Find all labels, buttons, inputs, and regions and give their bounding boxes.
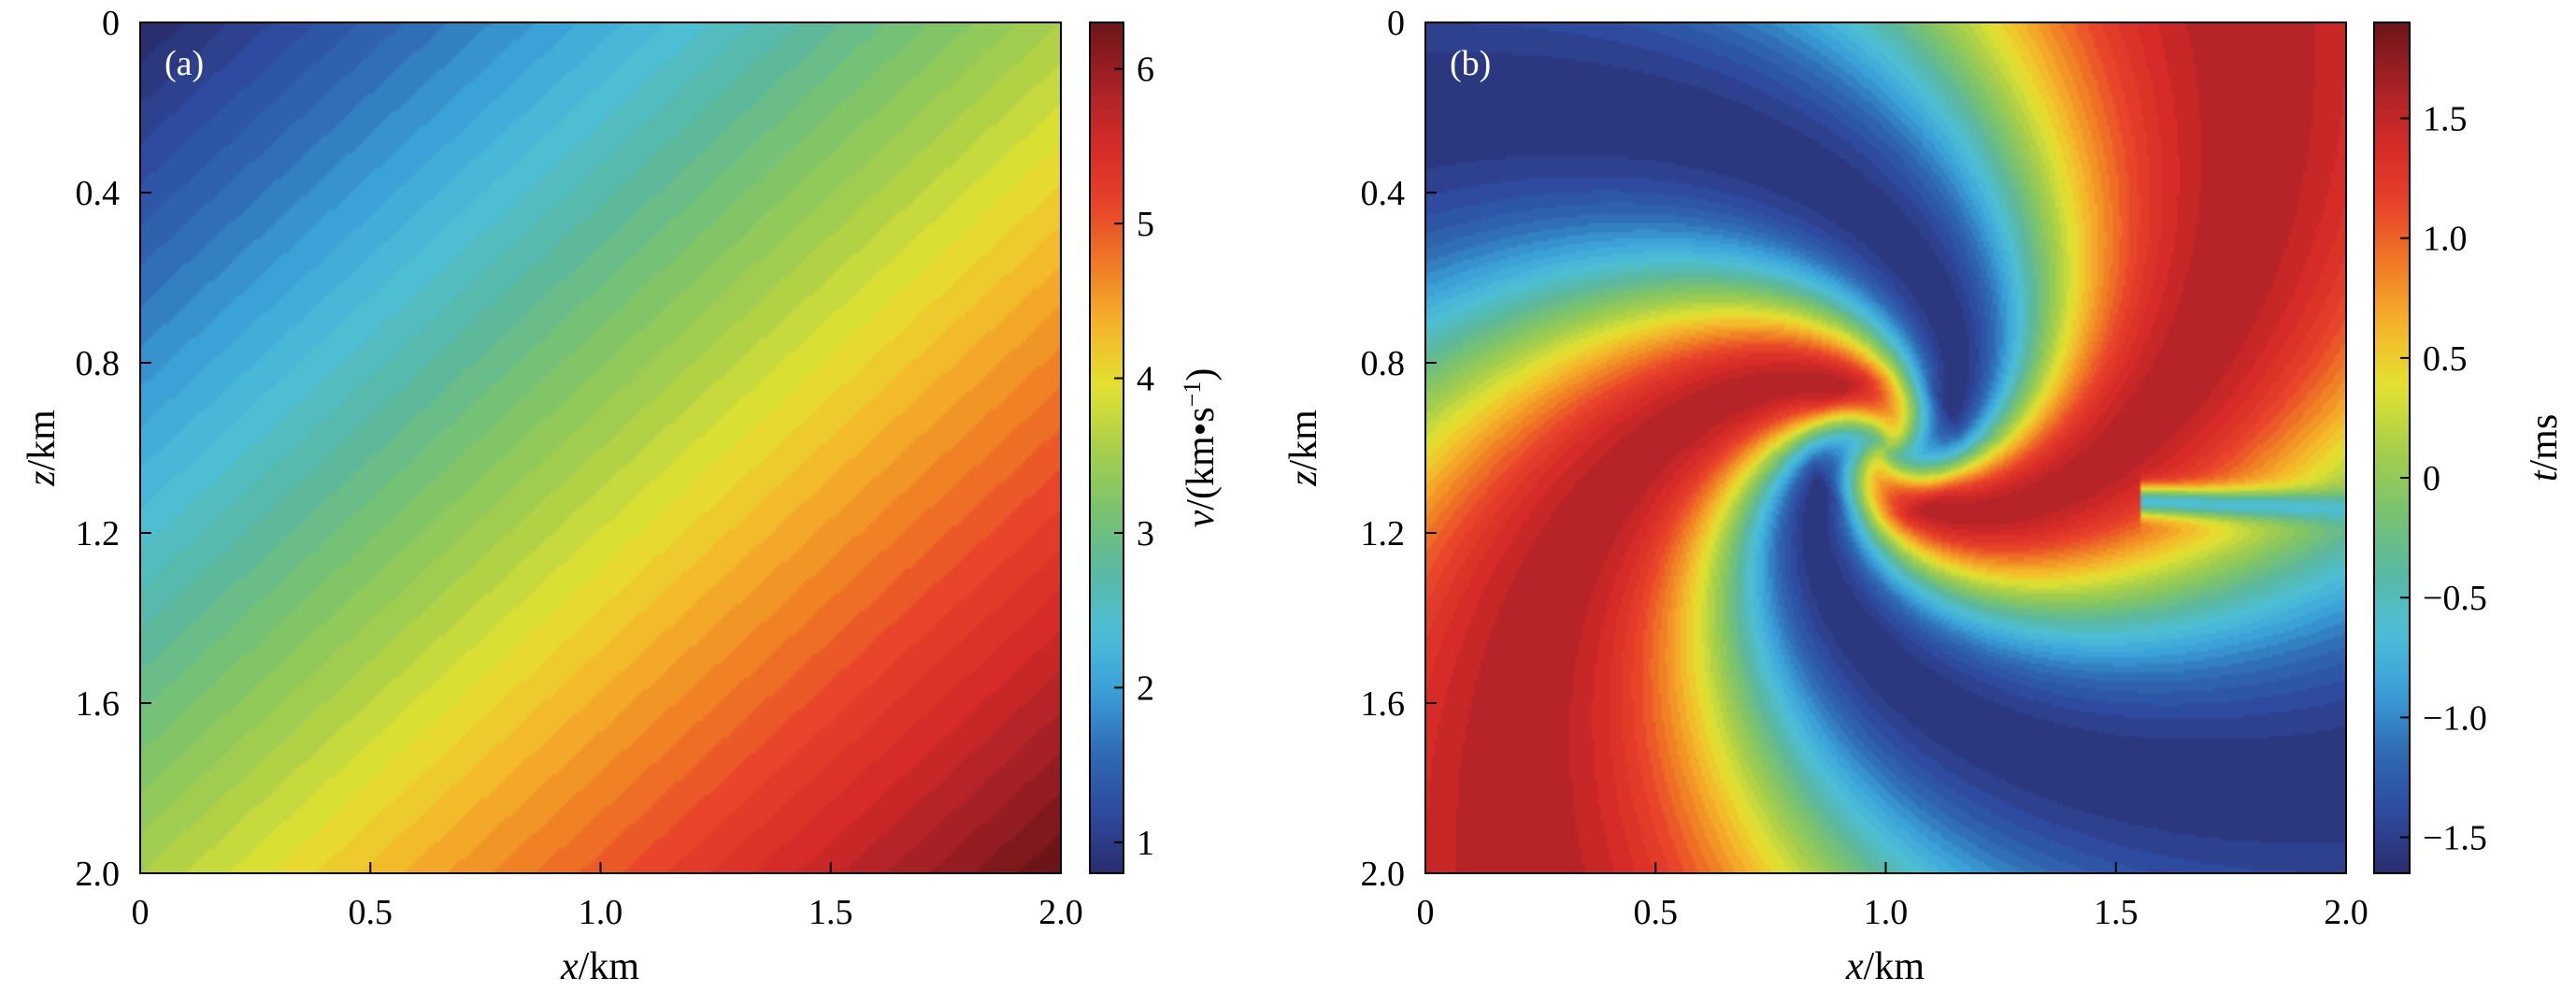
panel-a-colorbar-tick-label: 5 [1137,205,1154,244]
panel-a-colorbar-ticks: 1 2 3 4 5 6 [1114,50,1154,863]
panel-a-y-tick-label: 0.4 [76,174,121,213]
panel-b-colorbar-tick-label: −1.5 [2423,819,2487,858]
panel-a-heatmap [140,22,1061,873]
panel-a-colorbar-tick-label: 6 [1137,50,1154,90]
panel-b-x-tick-label: 1.0 [1864,893,1909,932]
panel-a-y-tick-label: 0 [102,4,120,43]
panel-a-y-tick-label: 0.8 [76,344,121,383]
panel-b-y-tick-label: 1.2 [1361,514,1406,554]
panel-a-y-tick-label: 1.2 [76,514,121,554]
panel-a-x-axis-label: x/km [560,945,639,988]
panel-a-x-tick-label: 1.0 [579,893,623,932]
panel-b-traveltime: (b) 0 0.5 1.0 1.5 2.0 00.40.81.21.62.0 x/km … [1282,4,2566,988]
panel-b-colorbar-tick-label: −1.0 [2423,698,2487,738]
panel-a-colorbar-tick-label: 3 [1137,514,1154,554]
panel-b-y-tick-label: 0.4 [1361,174,1406,213]
panel-b-heatmap [1425,22,2346,873]
panel-a-colorbar-tick-label: 4 [1137,360,1154,399]
panel-b-colorbar-tick-label: 1.0 [2423,220,2468,259]
panel-a-y-tick-label: 1.6 [76,684,121,724]
panel-b-colorbar-tick-label: −0.5 [2423,579,2487,618]
panel-a-y-axis-label: z/km [21,410,64,487]
panel-b-y-axis-label: z/km [1282,410,1325,487]
panel-b-y-tick-label: 2.0 [1361,855,1406,894]
panel-b-colorbar-tick-label: 0 [2423,459,2440,498]
panel-b-colorbar [2373,22,2411,874]
panel-b-colorbar-tick-label: 1.5 [2423,100,2468,139]
panel-a-x-ticks: 0 0.5 1.0 1.5 2.0 [132,862,1083,932]
panel-a-x-tick-label: 0.5 [349,893,394,932]
panel-a-label: (a) [165,44,204,83]
panel-a-y-ticks: 0 0.4 0.8 1.2 1.6 2.0 [76,4,151,894]
panel-b-x-tick-label: 0.5 [1634,893,1679,932]
panel-a-x-tick-label: 1.5 [809,893,853,932]
panel-b-colorbar-tick-label: 0.5 [2423,339,2468,379]
panel-b-label: (b) [1450,44,1491,83]
panel-a-y-tick-label: 2.0 [76,855,121,894]
panel-b-y-tick-label: 0 [1387,4,1405,43]
panel-b-x-tick-label: 0 [1417,893,1435,932]
panel-a-colorbar-tick-label: 1 [1137,824,1154,863]
panel-b-y-tick-label: 1.6 [1361,684,1406,724]
panel-a-x-tick-label: 0 [132,893,150,932]
panel-b-y-tick-label: 0.8 [1361,344,1406,383]
panel-a-colorbar [1089,22,1124,874]
panel-b-colorbar-ticks: 1.5 1.0 0.5 0 −0.5 −1.0 −1.5 [2400,100,2487,858]
panel-b-colorbar-label: t/ms [2523,414,2566,482]
panel-b-x-axis-label: x/km [1845,945,1925,988]
panel-b-x-tick-label: 2.0 [2324,893,2368,932]
panel-a-colorbar-tick-label: 2 [1137,669,1154,708]
panel-b-x-ticks: 0 0.5 1.0 1.5 2.0 [1417,862,2368,932]
panel-b-y-ticks: 0 0.4 0.8 1.2 1.6 2.0 [1361,4,1437,894]
panel-a-colorbar-label: v/(km•s−1) [1179,368,1224,528]
panel-a-velocity: (a) 0 0.5 1.0 1.5 2.0 00.40.81.21.62.0 x/km … [21,4,1223,988]
panel-b-x-tick-label: 1.5 [2094,893,2139,932]
panel-a-x-tick-label: 2.0 [1038,893,1083,932]
